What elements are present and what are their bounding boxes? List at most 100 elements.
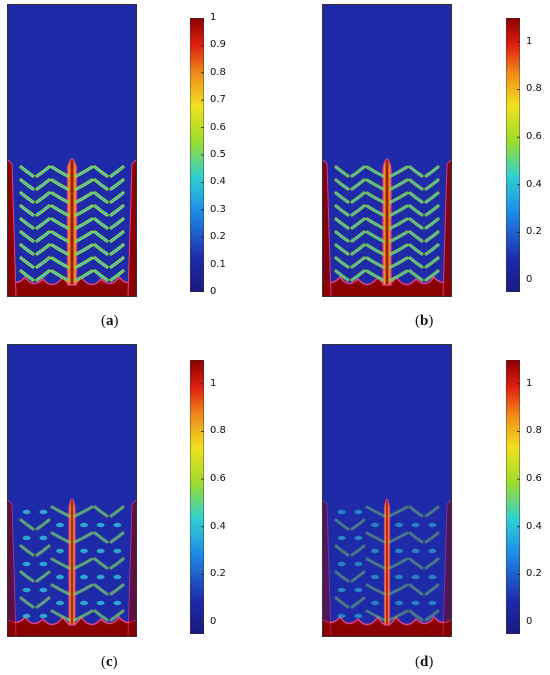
colorbar-tick-label: 0.6 xyxy=(526,131,542,143)
dendrite-fragment xyxy=(39,613,48,619)
dendrite-fragment xyxy=(354,535,363,541)
right-wall-dendrite xyxy=(127,158,137,297)
colorbar-tick-label: 1 xyxy=(210,377,217,389)
dendrite-branch-core xyxy=(51,506,70,517)
dendrite-branch-core xyxy=(390,231,408,242)
colorbar-d xyxy=(506,360,520,634)
dendrite-branch-core xyxy=(20,545,34,556)
dendrite-branch-core xyxy=(110,584,124,595)
dendrite-fragment xyxy=(395,574,403,580)
dendrite-branch-core xyxy=(36,192,50,203)
dendrite-branch-core xyxy=(51,584,70,595)
dendrite-branch-core xyxy=(366,257,384,268)
dendrite-branch-core xyxy=(110,532,124,543)
dendrite-branch-core xyxy=(110,231,124,242)
dendrite-fragment xyxy=(56,600,64,606)
plot-frame xyxy=(7,344,137,637)
dendrite-branch-core xyxy=(409,218,423,229)
dendrite-branch-core xyxy=(351,257,365,268)
plot-frame xyxy=(322,344,452,637)
dendrite-branch-core xyxy=(351,571,365,582)
dendrite-side-branch xyxy=(350,518,366,531)
dendrite-branch-core xyxy=(425,257,439,268)
dendrite-branch-core xyxy=(351,231,365,242)
dendrite-side-branch xyxy=(424,583,440,596)
dendrite-branch-core xyxy=(94,610,108,621)
dendrite-side-branch xyxy=(387,531,409,544)
dendrite-branch-core xyxy=(335,257,349,268)
dendrite-branch-core xyxy=(335,218,349,229)
central-dendrite-stem xyxy=(66,158,78,286)
central-dendrite-stem xyxy=(382,158,392,286)
dendrite-branch-core xyxy=(425,179,439,190)
dendrite-branch-core xyxy=(20,597,34,608)
colorbar-tick-label: 0.6 xyxy=(526,473,542,485)
dendrite-fragment xyxy=(96,574,105,580)
dendrite-branch-core xyxy=(36,218,50,229)
dendrite-branch-core xyxy=(75,166,93,177)
dendrite-branch-core xyxy=(94,558,108,569)
dendrite-branch-core xyxy=(20,571,34,582)
dendrite-branch-core xyxy=(36,231,50,242)
left-wall-dendrite xyxy=(322,498,332,637)
colorbar-tick-label: 0.4 xyxy=(526,520,542,532)
dendrite-fragment xyxy=(337,613,346,619)
dendrite-branch-core xyxy=(390,192,408,203)
dendrite-branch-core xyxy=(409,506,423,517)
dendrite-fragment xyxy=(80,522,88,528)
colorbar-tick-label: 0.6 xyxy=(210,473,226,485)
colorbar-tick-label: 0.5 xyxy=(210,149,226,160)
dendrite-branch-core xyxy=(20,257,34,268)
dendrite-branch-core xyxy=(351,519,365,530)
dendrite-fragment xyxy=(395,600,403,606)
dendrite-branch-core xyxy=(20,179,34,190)
colorbar-tick-label: 0.2 xyxy=(210,568,226,580)
caption-d-label: d xyxy=(420,654,429,670)
dendrite-branch-core xyxy=(351,597,365,608)
dendrite-side-branch xyxy=(424,557,440,570)
colorbar-gradient xyxy=(506,18,520,292)
dendrite-branch-core xyxy=(75,179,93,190)
dendrite-branch-core xyxy=(36,257,50,268)
colorbar-tick-label: 0.1 xyxy=(210,258,226,270)
dendrite-branch-core xyxy=(335,205,349,216)
dendrite-branch-core xyxy=(409,532,423,543)
dendrite-branch-core xyxy=(75,231,93,242)
dendrite-branch-core xyxy=(366,179,384,190)
dendrite-branch-core xyxy=(36,545,50,556)
dendrite-side-branch xyxy=(334,570,350,583)
colorbar-tick-label: 1 xyxy=(526,377,533,389)
dendrite-fragment xyxy=(428,548,437,554)
dendrite-branch-core xyxy=(94,205,108,216)
caption-d: (d) xyxy=(415,654,434,670)
dendrite-branch-core xyxy=(36,179,50,190)
dendrite-branch-core xyxy=(366,506,386,517)
dendrite-branch-core xyxy=(425,270,439,281)
dendrite-fragment xyxy=(22,587,31,593)
dendrite-branch-core xyxy=(425,558,439,569)
dendrite-branch-core xyxy=(110,179,124,190)
dendrite-fragment xyxy=(113,574,122,580)
dendrite-branch-core xyxy=(366,532,386,543)
dendrite-branch-core xyxy=(409,166,423,177)
dendrite-fragment xyxy=(113,522,122,528)
dendrite-branch-core xyxy=(51,270,69,281)
dendrite-branch-core xyxy=(20,244,34,255)
dendrite-fragment xyxy=(56,574,64,580)
colorbar-tick-label: 0.3 xyxy=(210,203,226,215)
dendrite-fragment xyxy=(411,574,420,580)
dendrite-branch-core xyxy=(36,270,50,281)
dendrite-branch-core xyxy=(75,257,93,268)
dendrite-branch-core xyxy=(20,231,34,242)
phase-field-plot-d xyxy=(322,344,452,637)
left-wall-dendrite xyxy=(7,158,17,297)
dendrite-side-branch xyxy=(365,609,387,622)
dendrite-branch-core xyxy=(366,218,384,229)
dendrite-branch-core xyxy=(20,519,34,530)
dendrite-branch-core xyxy=(94,231,108,242)
dendrite-branch-core xyxy=(74,610,93,621)
dendrite-branch-core xyxy=(409,270,423,281)
dendrite-fragment xyxy=(56,548,64,554)
dendrite-branch-core xyxy=(94,257,108,268)
dendrite-branch-core xyxy=(390,244,408,255)
